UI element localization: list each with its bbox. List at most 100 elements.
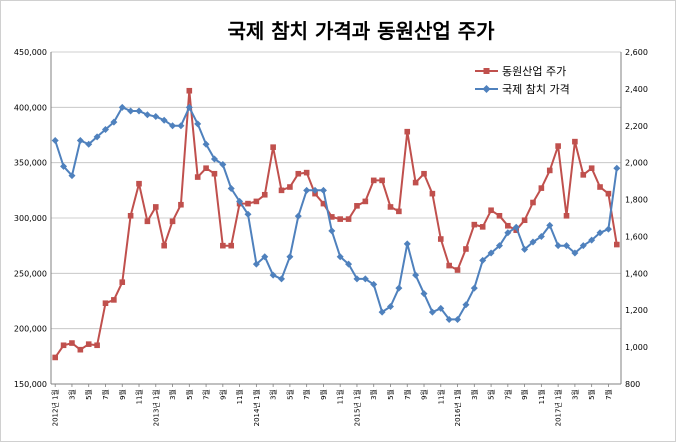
data-point [68, 172, 76, 180]
data-point [613, 164, 621, 172]
data-point [437, 304, 445, 312]
x-tick-label: 9월 [118, 389, 127, 400]
x-tick-label: 5월 [285, 389, 294, 400]
data-point [77, 346, 84, 353]
data-point [471, 221, 478, 228]
data-point [186, 87, 193, 94]
data-point [387, 204, 394, 210]
data-point [614, 241, 620, 248]
y-right-tick-label: 800 [625, 380, 640, 389]
data-point [554, 242, 562, 250]
x-tick-label: 11월 [336, 389, 345, 404]
data-point [294, 212, 302, 220]
data-point [169, 218, 176, 225]
chart-title: 국제 참치 가격과 동원산업 주가 [227, 19, 495, 43]
data-point [261, 191, 268, 198]
y-left-tick-label: 250,000 [14, 269, 47, 278]
data-point [51, 137, 59, 145]
data-point [463, 246, 469, 252]
data-point [404, 128, 411, 135]
data-point [336, 253, 344, 261]
data-point [329, 214, 335, 220]
data-point [445, 315, 453, 323]
y-left-tick-label: 200,000 [14, 325, 47, 334]
data-point [412, 179, 419, 186]
legend-label: 국제 참치 가격 [502, 83, 570, 96]
data-point [370, 177, 377, 184]
x-tick-label: 3월 [369, 389, 378, 400]
data-point [228, 242, 235, 249]
data-point [437, 236, 444, 242]
x-tick-label: 3월 [168, 389, 177, 400]
data-point [345, 216, 352, 222]
data-point [152, 113, 160, 121]
data-point [563, 242, 571, 250]
data-point [177, 122, 185, 130]
x-tick-label: 2013년 1월 [151, 389, 160, 426]
data-point [596, 229, 604, 237]
x-axis: 2012년 1월 3월 5월 7월 9월 11월 2013년 1월 3월 5월 7월 9월 11월 20… [51, 384, 613, 426]
y-right-tick-label: 1,800 [625, 196, 648, 205]
data-point [580, 172, 587, 178]
x-tick-label: 2014년 1월 [252, 389, 261, 426]
data-point [185, 103, 193, 111]
data-point [252, 260, 260, 268]
data-point [278, 275, 286, 283]
data-point [211, 170, 218, 177]
data-point [144, 218, 151, 225]
data-point [395, 284, 403, 292]
data-point [379, 177, 385, 184]
data-point [495, 242, 503, 250]
data-point [488, 207, 494, 214]
legend-marker [482, 85, 491, 93]
data-point [454, 267, 461, 273]
data-point [76, 137, 84, 145]
data-point [127, 212, 134, 219]
data-point [496, 212, 503, 219]
data-point [605, 190, 612, 197]
data-point [85, 140, 93, 148]
data-point [227, 184, 235, 192]
data-point [412, 271, 420, 279]
data-point [111, 297, 117, 303]
data-point [60, 162, 68, 170]
data-point [362, 198, 369, 205]
data-point [160, 116, 168, 124]
data-point [135, 107, 143, 115]
y-right-tick-label: 2,600 [625, 48, 648, 57]
data-point [169, 122, 177, 130]
data-point [563, 212, 570, 219]
x-tick-label: 9월 [218, 389, 227, 400]
y-left-tick-label: 350,000 [14, 159, 47, 168]
x-tick-label: 11월 [135, 389, 144, 404]
data-point [479, 224, 486, 230]
data-point [220, 242, 226, 249]
y-left-tick-label: 300,000 [14, 214, 47, 223]
data-point [470, 284, 478, 292]
series-lines [51, 87, 621, 361]
data-point [505, 222, 511, 229]
data-point [504, 229, 512, 237]
data-point [353, 275, 361, 283]
y-right-tick-label: 1,000 [625, 343, 648, 352]
x-tick-label: 3월 [470, 389, 479, 400]
data-point [311, 186, 319, 194]
data-point [245, 200, 251, 207]
data-point [178, 201, 184, 208]
axes [50, 52, 622, 385]
data-point [253, 198, 260, 205]
data-point [396, 208, 402, 215]
y-right-tick-label: 2,200 [625, 122, 648, 131]
data-point [161, 242, 167, 249]
data-point [462, 301, 470, 309]
data-point [110, 118, 118, 126]
data-point [69, 340, 75, 346]
data-point [337, 216, 343, 222]
data-point [328, 227, 336, 235]
data-point [136, 180, 142, 187]
x-tick-label: 3월 [269, 389, 278, 400]
x-tick-label: 7월 [302, 389, 311, 400]
data-point [102, 300, 109, 307]
data-point [278, 187, 285, 194]
